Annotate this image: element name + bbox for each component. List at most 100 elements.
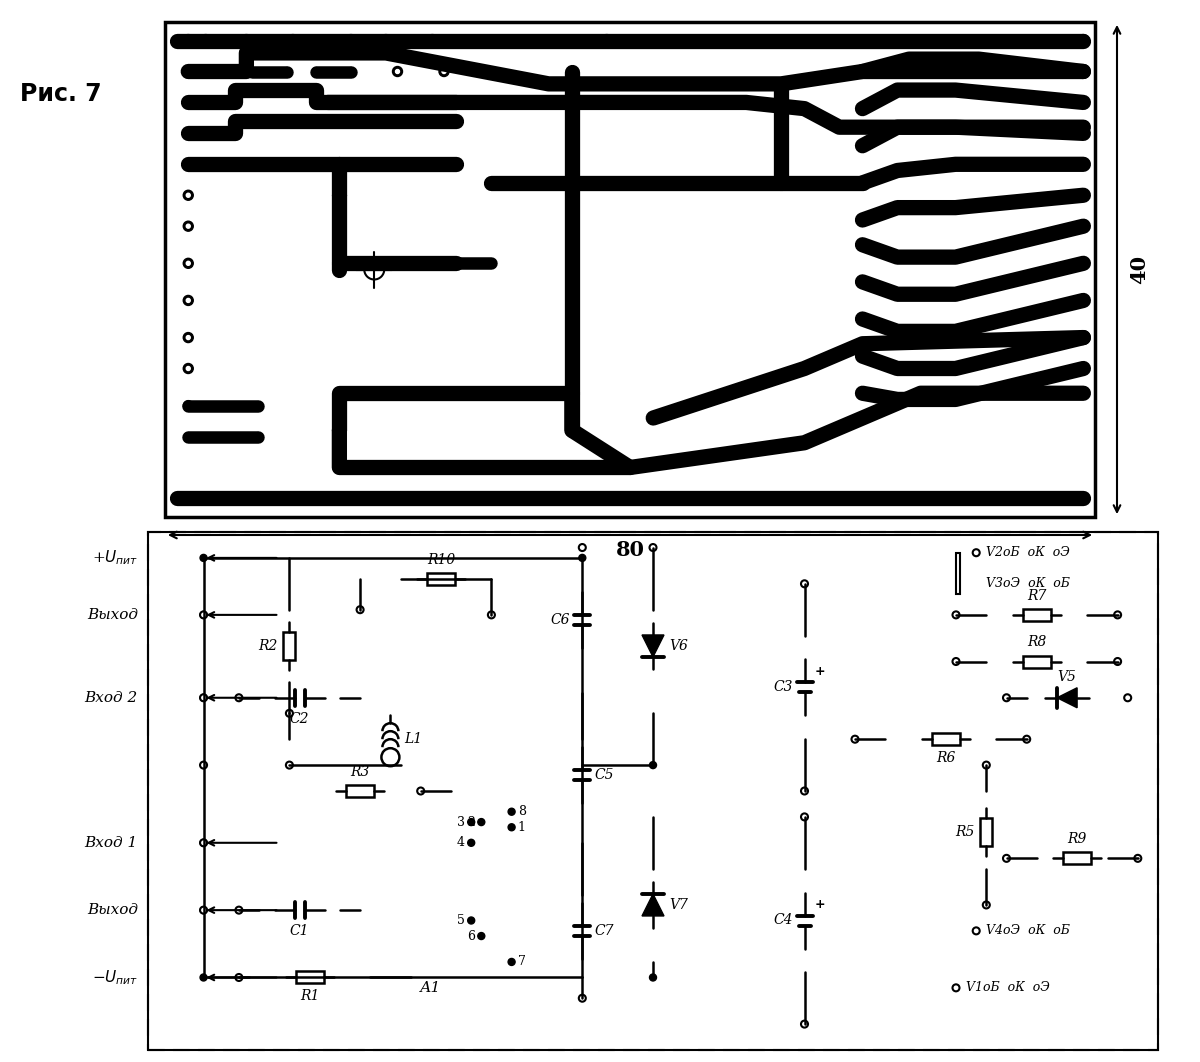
Circle shape <box>1078 97 1090 108</box>
Circle shape <box>649 544 656 551</box>
Text: С6: С6 <box>551 613 570 627</box>
Circle shape <box>1078 362 1090 375</box>
Circle shape <box>1024 736 1030 742</box>
Circle shape <box>200 839 208 846</box>
Circle shape <box>1081 69 1086 74</box>
Text: R3: R3 <box>350 765 370 780</box>
Circle shape <box>256 404 260 408</box>
Circle shape <box>184 129 193 138</box>
Circle shape <box>508 808 515 816</box>
Circle shape <box>186 336 191 340</box>
Circle shape <box>200 612 208 618</box>
Circle shape <box>439 67 449 76</box>
Text: R10: R10 <box>427 552 455 567</box>
Circle shape <box>203 38 208 44</box>
Circle shape <box>200 839 208 846</box>
Circle shape <box>1081 131 1086 136</box>
Text: R2: R2 <box>258 639 277 653</box>
Circle shape <box>1114 658 1121 665</box>
Circle shape <box>858 314 868 324</box>
Circle shape <box>1134 855 1141 862</box>
Circle shape <box>184 363 193 374</box>
Circle shape <box>290 38 295 44</box>
Circle shape <box>858 104 868 114</box>
Circle shape <box>1078 331 1090 344</box>
Circle shape <box>858 177 868 188</box>
Circle shape <box>248 68 256 75</box>
Circle shape <box>860 106 864 110</box>
Circle shape <box>186 434 191 439</box>
Circle shape <box>419 101 422 104</box>
Text: 4: 4 <box>457 836 466 850</box>
Circle shape <box>744 101 749 104</box>
Circle shape <box>182 493 194 504</box>
Circle shape <box>628 496 632 501</box>
Circle shape <box>1081 496 1086 501</box>
Circle shape <box>1081 261 1086 266</box>
Circle shape <box>858 389 868 398</box>
Circle shape <box>396 69 400 73</box>
Circle shape <box>221 69 226 73</box>
Text: С3: С3 <box>773 681 792 695</box>
Text: Выход: Выход <box>86 903 138 918</box>
Circle shape <box>182 35 194 47</box>
Circle shape <box>235 907 242 913</box>
Text: V1оБ  оК  оЭ: V1оБ оК оЭ <box>966 981 1050 994</box>
Circle shape <box>566 67 577 76</box>
Circle shape <box>1081 298 1086 303</box>
Circle shape <box>184 190 193 201</box>
Circle shape <box>185 432 192 441</box>
Circle shape <box>1081 224 1086 228</box>
Circle shape <box>983 902 990 908</box>
Circle shape <box>1078 388 1090 399</box>
Circle shape <box>858 352 868 361</box>
Circle shape <box>184 332 193 343</box>
Circle shape <box>1081 38 1086 44</box>
Circle shape <box>1078 121 1090 133</box>
Text: 2: 2 <box>467 816 475 828</box>
Circle shape <box>919 391 923 395</box>
Circle shape <box>184 98 193 107</box>
Circle shape <box>1078 257 1090 270</box>
Circle shape <box>186 298 191 303</box>
Circle shape <box>802 1021 808 1028</box>
Circle shape <box>254 432 262 441</box>
Circle shape <box>244 38 248 44</box>
Text: 3: 3 <box>457 816 466 828</box>
Circle shape <box>186 69 191 73</box>
Circle shape <box>416 99 425 106</box>
Circle shape <box>1081 336 1086 340</box>
Bar <box>148 532 1158 1050</box>
Circle shape <box>858 240 868 250</box>
Circle shape <box>186 162 191 167</box>
Circle shape <box>802 813 808 821</box>
Circle shape <box>1081 69 1086 74</box>
Text: Рис. 7: Рис. 7 <box>20 82 102 106</box>
Circle shape <box>229 98 240 107</box>
Circle shape <box>250 69 254 73</box>
Text: 80: 80 <box>616 539 644 560</box>
Circle shape <box>184 159 193 169</box>
Circle shape <box>1078 331 1090 344</box>
Circle shape <box>185 401 192 410</box>
Bar <box>1063 853 1091 864</box>
Circle shape <box>200 907 208 913</box>
Bar <box>148 532 1158 1050</box>
Text: R5: R5 <box>955 825 974 839</box>
Circle shape <box>742 98 751 107</box>
Circle shape <box>578 995 586 1001</box>
Circle shape <box>286 709 293 717</box>
Circle shape <box>578 544 586 551</box>
Circle shape <box>380 48 391 58</box>
Circle shape <box>426 35 438 47</box>
Circle shape <box>451 98 461 107</box>
Circle shape <box>200 612 208 618</box>
Circle shape <box>430 38 434 44</box>
Circle shape <box>1078 220 1090 233</box>
Circle shape <box>605 38 610 44</box>
Text: $-U_{пит}$: $-U_{пит}$ <box>91 969 138 987</box>
Text: R7: R7 <box>1027 589 1046 603</box>
Text: 8: 8 <box>517 805 526 818</box>
Circle shape <box>486 259 494 268</box>
Circle shape <box>674 82 678 86</box>
